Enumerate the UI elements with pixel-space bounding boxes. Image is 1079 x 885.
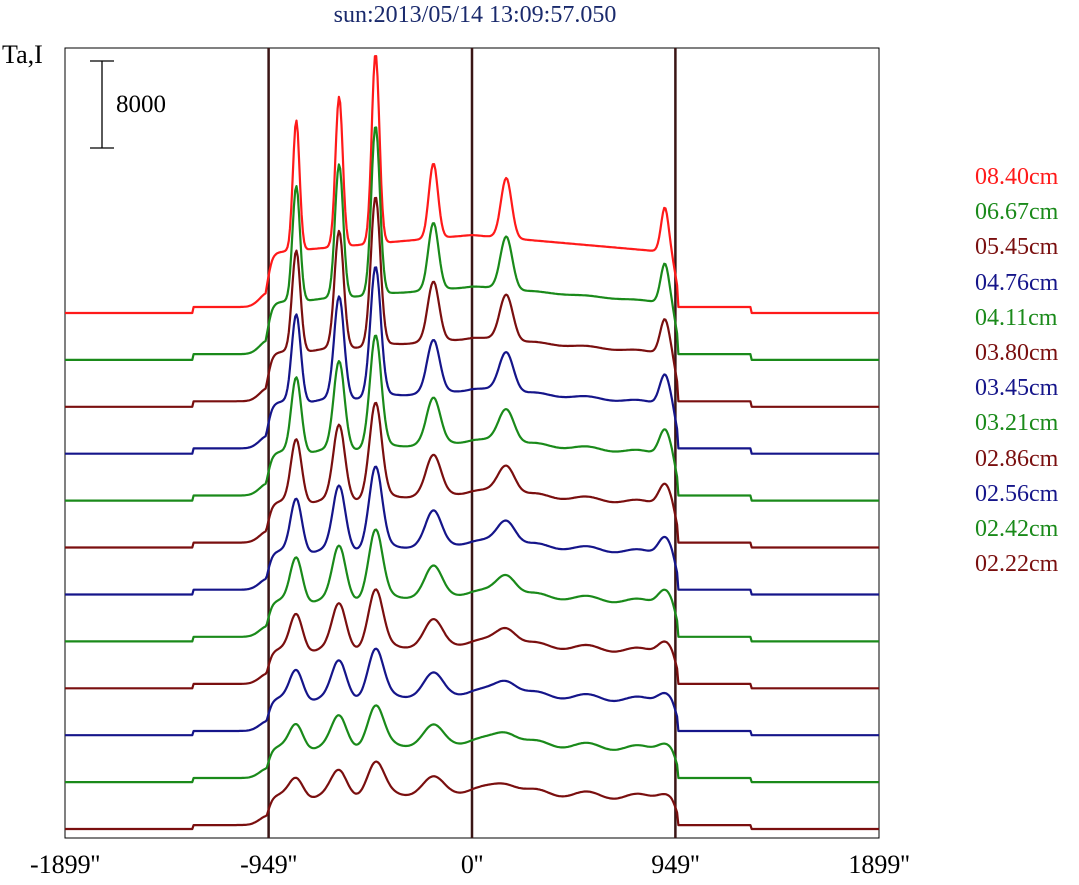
scale-bar-label: 8000 bbox=[116, 91, 166, 118]
series-line-02.56cm bbox=[65, 647, 879, 737]
series-line-03.80cm bbox=[65, 401, 879, 549]
series-line-02.86cm bbox=[65, 588, 879, 690]
chart-title: sun:2013/05/14 13:09:57.050 bbox=[333, 2, 617, 28]
x-tick-label-0: -1899'' bbox=[29, 850, 101, 879]
legend-item-11: 02.22cm bbox=[975, 551, 1059, 578]
legend-item-10: 02.42cm bbox=[975, 516, 1059, 543]
series-line-04.11cm bbox=[65, 334, 879, 502]
series-line-06.67cm bbox=[65, 126, 879, 361]
x-tick-label-2: 0'' bbox=[460, 850, 484, 879]
legend-item-3: 04.76cm bbox=[975, 269, 1059, 296]
legend-item-2: 05.45cm bbox=[975, 234, 1059, 261]
legend-item-7: 03.21cm bbox=[975, 410, 1059, 437]
legend-item-1: 06.67cm bbox=[975, 199, 1059, 226]
series-group bbox=[65, 55, 879, 831]
x-tick-label-4: 1899'' bbox=[848, 850, 910, 879]
legend-item-4: 04.11cm bbox=[975, 304, 1058, 331]
legend-item-5: 03.80cm bbox=[975, 340, 1059, 367]
x-tick-label-1: -949'' bbox=[240, 850, 298, 879]
series-line-08.40cm bbox=[65, 55, 879, 315]
legend-item-8: 02.86cm bbox=[975, 445, 1059, 472]
legend: 08.40cm 06.67cm 05.45cm 04.76cm 04.11cm 03.80… bbox=[975, 160, 1058, 582]
series-line-05.45cm bbox=[65, 196, 879, 408]
legend-item-9: 02.56cm bbox=[975, 480, 1059, 507]
series-line-04.76cm bbox=[65, 266, 879, 455]
vertical-reference-lines bbox=[267, 48, 677, 838]
x-tick-label-3: 949'' bbox=[651, 850, 700, 879]
series-line-02.42cm bbox=[65, 704, 879, 784]
series-line-02.22cm bbox=[65, 760, 879, 831]
series-line-03.45cm bbox=[65, 465, 879, 596]
scale-bar: 8000 bbox=[90, 60, 166, 149]
legend-item-0: 08.40cm bbox=[975, 164, 1059, 190]
y-axis-label: Ta,I bbox=[2, 40, 43, 69]
legend-item-6: 03.45cm bbox=[975, 375, 1059, 402]
series-line-03.21cm bbox=[65, 528, 879, 643]
